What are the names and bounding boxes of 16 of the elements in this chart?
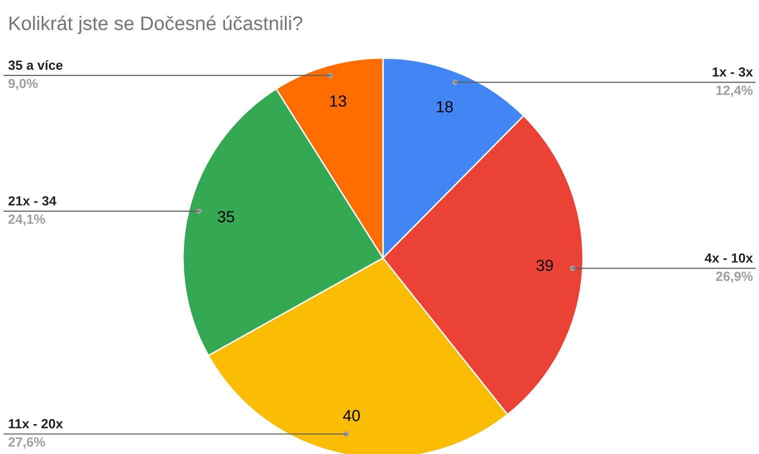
text: 24,1% <box>8 214 46 226</box>
slice-label: 11x - 20x <box>8 419 63 428</box>
slice-label: 4x - 10x <box>704 253 753 263</box>
data-label: 13 <box>330 95 346 107</box>
slice-label: 1x - 3x <box>712 67 753 77</box>
slice-label: 21x - 34 <box>8 196 56 206</box>
data-label: 40 <box>343 410 360 422</box>
text: 12,4% <box>716 86 753 97</box>
data-label: 39 <box>536 260 553 272</box>
text: 27,6% <box>8 437 46 449</box>
data-label: 35 <box>218 211 234 222</box>
text: 26,9% <box>716 272 753 283</box>
data-label: 18 <box>436 101 453 112</box>
text: 9,0% <box>8 78 38 90</box>
slice-label: 35 a více <box>8 60 63 70</box>
chart-title: Kolikrát jste se Dočesné účastnili? <box>10 16 302 34</box>
